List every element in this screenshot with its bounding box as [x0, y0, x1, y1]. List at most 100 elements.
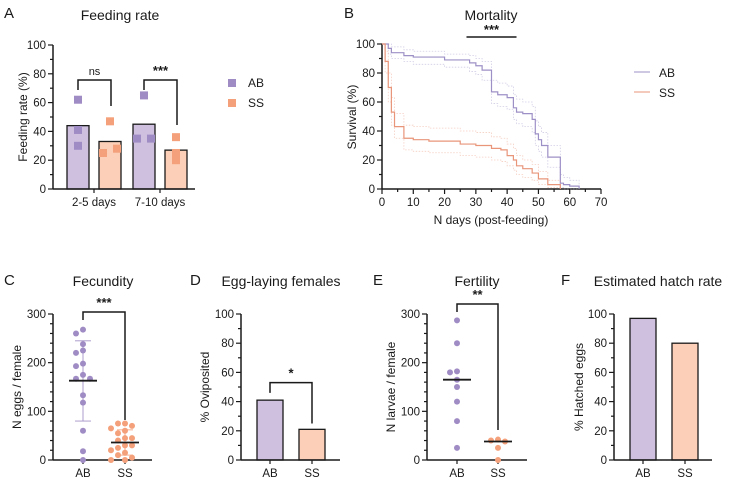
- panel-c-point-ab: [80, 448, 86, 455]
- panel-b-xlabel: N days (post-feeding): [434, 213, 549, 227]
- panel-e-x-tick-label: AB: [449, 468, 465, 479]
- panel-e-point-ab: [454, 384, 460, 390]
- panel-a-legend: AB SS: [228, 76, 264, 110]
- panel-b-ylabel: Survival (%): [345, 85, 359, 150]
- panel-b-survival-line-ss: [382, 43, 561, 189]
- panel-c-point-ab: [80, 457, 86, 463]
- panel-a-point-ss: [172, 149, 180, 157]
- panel-c-significance-bracket: [82, 311, 126, 420]
- panel-d-x-tick-label: SS: [304, 468, 320, 479]
- panel-c-point-ss: [122, 427, 128, 434]
- panel-e-y-tick-label: 200: [401, 358, 420, 370]
- panel-c-point-ab: [80, 347, 86, 354]
- panel-a-bar-ab: [132, 123, 156, 190]
- panel-c-point-ss: [115, 420, 121, 427]
- panel-d-x-tick-label: AB: [262, 468, 278, 479]
- panel-e-point-ab: [454, 418, 460, 425]
- panel-e-point-ab: [454, 398, 460, 405]
- panel-label-a: A: [4, 5, 14, 22]
- panel-c-point-ss: [115, 430, 121, 437]
- panel-d-y-tick-label: 20: [221, 426, 234, 438]
- panel-b-y-tick-label: 80: [362, 68, 375, 80]
- panel-c-point-ab: [73, 349, 79, 356]
- panel-a-bar-ab: [66, 124, 90, 190]
- panel-a-point-ss: [106, 117, 114, 126]
- panel-b-x-tick-label: 20: [438, 197, 451, 209]
- panel-label-b: B: [344, 5, 354, 22]
- panel-d-y-tick-label: 40: [221, 397, 234, 409]
- panel-b-x-tick-label: 10: [407, 197, 420, 209]
- panel-b-legend: AB SS: [634, 66, 675, 100]
- panel-b-x-tick-label: 70: [595, 197, 608, 209]
- panel-c-significance-label: ***: [96, 295, 112, 310]
- panel-c-y-tick-label: 200: [27, 358, 46, 370]
- panel-d-y-tick-label: 100: [215, 309, 234, 321]
- panel-c-x-tick-label: SS: [117, 468, 133, 479]
- panel-c-point-ss: [115, 452, 121, 459]
- panel-c-point-ab: [80, 341, 86, 348]
- panel-c-point-ss: [129, 422, 135, 429]
- legend-marker-ab: [228, 79, 236, 87]
- panel-c-point-ab: [73, 363, 79, 370]
- panel-a-y-tick-label: 0: [40, 184, 46, 196]
- panel-c-title: Fecundity: [73, 273, 134, 289]
- panel-f-y-tick-label: 100: [588, 309, 607, 321]
- panel-b-y-tick-label: 20: [362, 155, 375, 167]
- panel-c-point-ab: [80, 392, 86, 399]
- panel-c-x-tick-label: AB: [75, 468, 91, 479]
- panel-b-y-tick-label: 60: [362, 97, 375, 109]
- panel-f-y-tick-label: 20: [594, 426, 607, 438]
- panel-c-point-ab: [80, 371, 86, 378]
- panel-e-significance-label: **: [472, 287, 483, 302]
- panel-b-title: Mortality: [465, 7, 518, 23]
- panel-d-significance-label: *: [288, 366, 294, 381]
- panel-a-point-ss: [172, 156, 180, 165]
- panel-d-y-tick-label: 80: [221, 338, 234, 350]
- panel-f-x-tick-label: SS: [677, 468, 693, 479]
- legend-label-ss: SS: [659, 86, 675, 100]
- panel-a-point-ab: [74, 125, 82, 134]
- panel-c-y-tick-label: 100: [27, 406, 46, 418]
- panel-b-x-tick-label: 30: [469, 197, 482, 209]
- panel-a-significance-label: ***: [153, 63, 169, 78]
- panel-a-significance-bracket: [77, 79, 112, 106]
- panel-c-point-ss: [108, 457, 114, 463]
- panel-f-bar-ab: [629, 317, 657, 461]
- panel-c-point-ss: [129, 442, 135, 449]
- panel-e-point-ss: [488, 437, 494, 444]
- panel-c-point-ss: [122, 420, 128, 427]
- panel-a-y-tick-label: 100: [27, 40, 46, 52]
- panel-d-bar-ss: [298, 428, 326, 461]
- panel-f-x-tick-label: AB: [635, 468, 651, 479]
- panel-e-ylabel: N larvae / female: [384, 341, 398, 432]
- panel-e-y-tick-label: 100: [401, 406, 420, 418]
- panel-a-point-ab: [74, 141, 82, 150]
- panel-a-y-tick-label: 60: [33, 98, 46, 110]
- panel-b-y-tick-label: 100: [356, 39, 375, 51]
- panel-e-x-tick-label: SS: [490, 468, 506, 479]
- panel-a-y-tick-label: 20: [33, 155, 46, 167]
- panel-d-y-tick-label: 0: [228, 455, 234, 467]
- panel-c-point-ab: [80, 427, 86, 434]
- panel-c-point-ss: [122, 435, 128, 442]
- panel-c-point-ab: [80, 360, 86, 367]
- panel-b-ci-lower-ss: [382, 43, 561, 189]
- panel-a-significance-label: ns: [89, 66, 101, 78]
- panel-c-point-ss: [122, 457, 128, 463]
- panel-c-ylabel: N eggs / female: [10, 345, 24, 429]
- panel-a-ylabel: Feeding rate (%): [16, 72, 30, 161]
- panel-a-point-ab: [140, 91, 148, 100]
- panel-c-point-ss: [108, 425, 114, 432]
- panel-a-y-tick-label: 40: [33, 126, 46, 138]
- panel-d-y-tick-label: 60: [221, 367, 234, 379]
- panel-c-point-ss: [122, 449, 128, 456]
- panel-b-x-tick-label: 0: [379, 197, 385, 209]
- panel-f-ylabel: % Hatched eggs: [572, 343, 586, 431]
- panel-d-title: Egg-laying females: [221, 273, 340, 289]
- panel-c-point-ss: [115, 444, 121, 451]
- panel-a-x-tick-label: 7-10 days: [135, 197, 186, 209]
- panel-label-e: E: [373, 272, 383, 289]
- panel-e-y-tick-label: 300: [401, 309, 420, 321]
- panel-e-point-ss: [495, 444, 501, 451]
- panel-c-point-ab: [80, 326, 86, 333]
